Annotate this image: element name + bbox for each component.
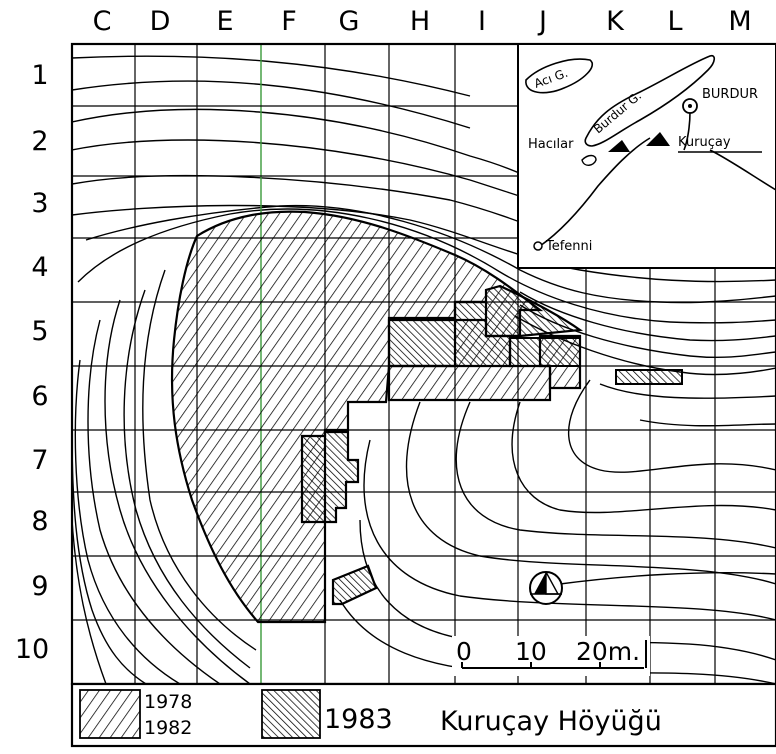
column-label: M <box>728 6 751 37</box>
row-label: 9 <box>31 571 48 602</box>
row-label: 5 <box>31 316 48 347</box>
column-labels: C D E F G H I J K L M <box>93 6 752 37</box>
scale-bar: 0 10 20m. <box>452 636 650 676</box>
row-label: 7 <box>31 445 48 476</box>
place-label-kurucay: Kuruçay <box>678 135 731 150</box>
scale-label-20m: 20m. <box>576 637 640 666</box>
column-label: I <box>478 6 486 37</box>
scale-label-10: 10 <box>515 637 547 666</box>
row-label: 4 <box>31 252 48 283</box>
inset-location-map: Acı G. Burdur G. BURDUR Hacılar Kuruçay … <box>517 43 776 269</box>
column-label: C <box>93 6 112 37</box>
column-label: J <box>537 6 547 37</box>
site-triangle-icon <box>608 140 630 152</box>
legend-label-1982: 1982 <box>144 717 192 739</box>
row-label: 3 <box>31 188 48 219</box>
excavation-1983 <box>300 284 683 606</box>
column-label: K <box>606 6 625 37</box>
place-label-burdur: BURDUR <box>702 87 758 102</box>
legend: 1978 1982 1983 Kuruçay Höyüğü <box>70 682 776 748</box>
site-triangle-icon <box>646 132 670 146</box>
column-label: G <box>339 6 360 37</box>
legend-swatch-1978-1982 <box>79 689 141 739</box>
column-label: H <box>410 6 430 37</box>
column-label: E <box>216 6 233 37</box>
row-label: 1 <box>31 60 48 91</box>
town-symbol-icon <box>682 98 698 114</box>
row-label: 6 <box>31 381 48 412</box>
legend-swatch-1983 <box>261 689 321 739</box>
legend-label-1983: 1983 <box>324 704 393 735</box>
column-label: D <box>150 6 171 37</box>
scale-label-0: 0 <box>456 637 472 666</box>
north-arrow-icon <box>529 571 563 605</box>
row-label: 2 <box>31 126 48 157</box>
column-label: L <box>667 6 682 37</box>
place-label-tefenni: Tefenni <box>545 239 592 254</box>
row-label: 10 <box>15 634 49 665</box>
place-label-hacilar: Hacılar <box>528 137 574 152</box>
column-label: F <box>281 6 297 37</box>
row-label: 8 <box>31 506 48 537</box>
row-labels: 1 2 3 4 5 6 7 8 9 10 <box>15 60 49 665</box>
site-name: Kuruçay Höyüğü <box>440 706 662 737</box>
legend-label-1978: 1978 <box>144 691 192 713</box>
